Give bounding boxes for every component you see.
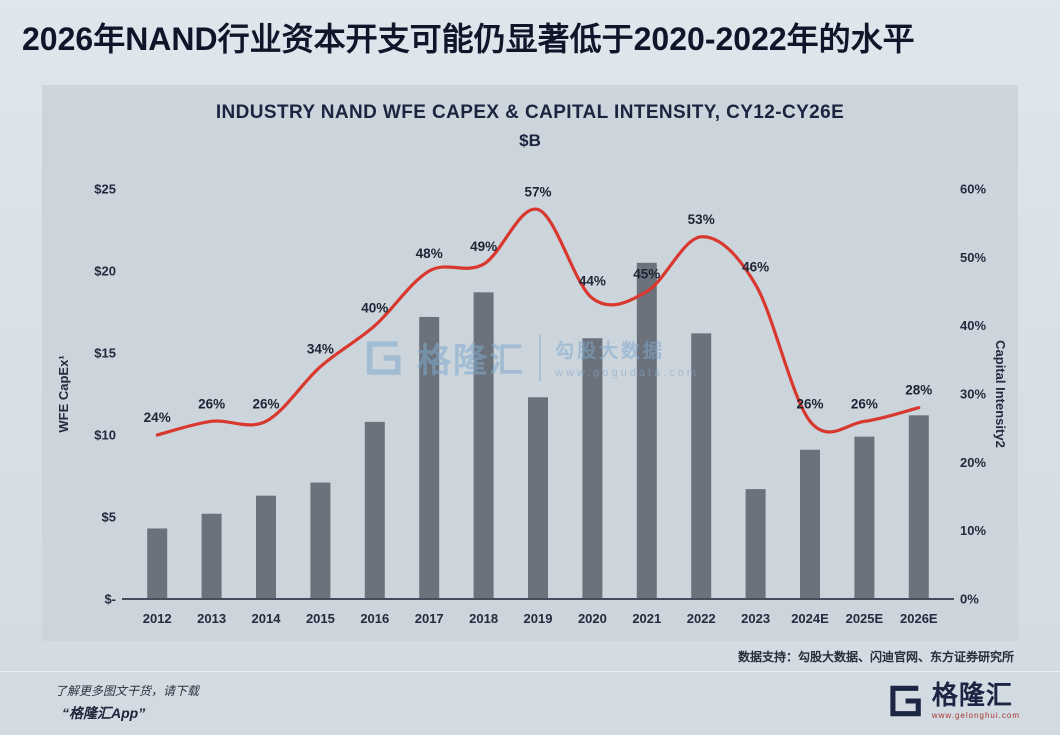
- right-axis-title: Capital Intensity2: [993, 340, 1008, 448]
- gelonghui-logo-icon: [885, 682, 923, 720]
- x-axis-label: 2018: [469, 611, 498, 626]
- line-point-label: 40%: [361, 301, 388, 316]
- bar-2019: [528, 397, 548, 599]
- right-axis-tick: 50%: [960, 250, 986, 265]
- right-axis-tick: 10%: [960, 523, 986, 538]
- right-axis-tick: 40%: [960, 318, 986, 333]
- bar-2014: [256, 495, 276, 599]
- line-point-label: 46%: [742, 260, 769, 275]
- x-axis-label: 2016: [360, 611, 389, 626]
- bar-2021: [636, 262, 657, 599]
- right-axis-tick: 20%: [960, 455, 986, 470]
- x-axis-label: 2014: [252, 611, 282, 626]
- line-point-label: 57%: [524, 185, 551, 200]
- nand-capex-chart: $25 $20 $15 $10 $5 $- 60% 50% 40% 30% 20% 10% 0% WFE …: [56, 182, 1008, 627]
- x-axis-label: 2023: [741, 611, 770, 626]
- x-axis-label: 2024E: [791, 611, 829, 626]
- line-point-label: 49%: [470, 239, 497, 254]
- left-axis-tick: $15: [94, 346, 116, 361]
- line-point-label: 28%: [905, 383, 932, 398]
- line-point-label: 48%: [416, 246, 443, 261]
- bar-2015: [310, 482, 331, 599]
- left-axis-tick: $5: [102, 510, 116, 525]
- x-axis-label: 2022: [687, 611, 716, 626]
- brand-logo: 格隆汇 www.gelonghui.com: [885, 682, 1020, 720]
- bar-2016: [364, 421, 385, 599]
- chart-subtitle: $B: [519, 131, 541, 150]
- brand-name: 格隆汇: [931, 680, 1013, 710]
- x-axis-label: 2025E: [846, 611, 884, 626]
- x-axis-label: 2012: [143, 611, 172, 626]
- bar-2012: [147, 528, 168, 599]
- right-axis-tick: 30%: [960, 387, 986, 402]
- left-axis-tick: $10: [94, 428, 116, 443]
- x-axis-label: 2020: [578, 611, 607, 626]
- left-axis-tick: $-: [104, 592, 116, 607]
- capital-intensity-line: [155, 207, 921, 437]
- x-axis-label: 2015: [306, 611, 335, 626]
- footer-promo-line2: “格隆汇App”: [62, 705, 146, 721]
- x-axis-label: 2017: [415, 611, 444, 626]
- brand-url: www.gelonghui.com: [931, 711, 1020, 720]
- chart-panel: INDUSTRY NAND WFE CAPEX & CAPITAL INTENS…: [42, 85, 1018, 641]
- chart-title: INDUSTRY NAND WFE CAPEX & CAPITAL INTENS…: [215, 102, 845, 123]
- bar-2022: [691, 333, 712, 599]
- source-note: 数据支持：勾股大数据、闪迪官网、东方证券研究所: [737, 650, 1014, 664]
- line-point-label: 24%: [144, 410, 171, 425]
- x-axis-label: 2013: [197, 611, 226, 626]
- line-point-label: 34%: [307, 342, 334, 357]
- line-point-label: 53%: [688, 212, 715, 227]
- right-axis-tick: 0%: [960, 592, 979, 607]
- footer-promo-line1: 了解更多图文干货，请下载: [55, 684, 200, 698]
- bar-2026E: [908, 415, 929, 599]
- line-point-label: 26%: [198, 396, 225, 411]
- line-point-label: 45%: [633, 267, 660, 282]
- bar-2020: [582, 338, 603, 599]
- bar-2018: [473, 292, 494, 599]
- bar-2025E: [854, 436, 875, 599]
- left-axis-tick: $20: [94, 264, 116, 279]
- x-axis-label: 2019: [524, 611, 553, 626]
- bar-2023: [745, 489, 766, 599]
- left-axis-tick: $25: [94, 182, 116, 197]
- x-axis-label: 2026E: [900, 611, 938, 626]
- bar-2013: [201, 513, 222, 599]
- line-point-label: 26%: [796, 396, 823, 411]
- line-point-label: 26%: [252, 396, 279, 411]
- left-axis-title: WFE CapEx¹: [56, 355, 71, 432]
- line-point-label: 44%: [579, 273, 606, 288]
- right-axis-tick: 60%: [960, 182, 986, 197]
- bar-2017: [419, 316, 440, 599]
- bar-2024E: [800, 449, 820, 599]
- footer: 了解更多图文干货，请下载 “格隆汇App” 格隆汇 www.gelonghui.…: [0, 671, 1060, 735]
- x-axis-label: 2021: [632, 611, 661, 626]
- page-title: 2026年NAND行业资本开支可能仍显著低于2020-2022年的水平: [22, 21, 915, 57]
- line-point-label: 26%: [851, 396, 878, 411]
